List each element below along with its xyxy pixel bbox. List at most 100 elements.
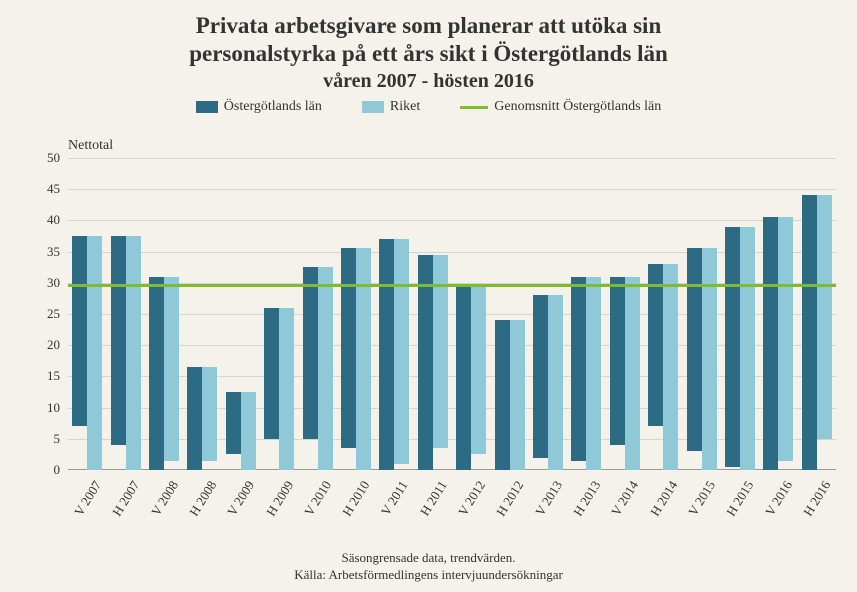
x-tick-label: H 2007 <box>109 478 143 519</box>
x-tick-label: V 2012 <box>455 478 489 519</box>
bar-series2 <box>471 286 486 454</box>
footer-line1: Säsongrensade data, trendvärden. <box>0 550 857 567</box>
y-tick-label: 35 <box>47 244 68 260</box>
legend-series1: Östergötlands län <box>196 99 322 115</box>
bar-group <box>529 295 567 470</box>
bar-group <box>222 392 260 470</box>
legend: Östergötlands län Riket Genomsnitt Öster… <box>18 99 839 115</box>
bar-series1 <box>149 277 164 470</box>
bar-series1 <box>571 277 586 461</box>
x-axis-labels: V 2007H 2007V 2008H 2008V 2009H 2009V 20… <box>68 474 836 544</box>
legend-line-avg <box>460 106 488 109</box>
bar-series2 <box>126 236 141 470</box>
chart-footer: Säsongrensade data, trendvärden. Källa: … <box>0 550 857 584</box>
bar-series1 <box>725 227 740 467</box>
bar-series1 <box>72 236 87 426</box>
y-tick-label: 50 <box>47 150 68 166</box>
y-tick-label: 40 <box>47 212 68 228</box>
bar-group <box>260 308 298 470</box>
y-tick-label: 25 <box>47 306 68 322</box>
bar-group <box>682 248 720 470</box>
bar-group <box>606 277 644 470</box>
bar-group <box>490 320 528 470</box>
bar-series1 <box>610 277 625 445</box>
bar-series2 <box>318 267 333 470</box>
bar-series2 <box>510 320 525 470</box>
avg-line <box>68 284 836 287</box>
plot-area: 05101520253035404550 <box>68 158 836 470</box>
bar-series1 <box>533 295 548 457</box>
bar-series1 <box>648 264 663 426</box>
bar-series2 <box>87 236 102 470</box>
bar-series2 <box>663 264 678 470</box>
y-tick-label: 0 <box>54 462 69 478</box>
x-tick-label: V 2007 <box>71 478 105 519</box>
footer-line2: Källa: Arbetsförmedlingens intervjuunder… <box>0 567 857 584</box>
bar-series2 <box>548 295 563 470</box>
x-tick-label: H 2008 <box>186 478 220 519</box>
bar-series2 <box>778 217 793 460</box>
bar-group <box>567 277 605 470</box>
legend-label-series1: Östergötlands län <box>224 99 322 115</box>
x-tick-label: V 2014 <box>608 478 642 519</box>
bar-series2 <box>702 248 717 470</box>
chart-title: Privata arbetsgivare som planerar att ut… <box>18 12 839 93</box>
legend-swatch-series2 <box>362 101 384 113</box>
bar-series2 <box>740 227 755 470</box>
x-tick-label: V 2013 <box>532 478 566 519</box>
x-tick-label: H 2012 <box>493 478 527 519</box>
bar-group <box>452 286 490 470</box>
legend-label-series3: Genomsnitt Östergötlands län <box>494 99 661 115</box>
x-tick-label: H 2010 <box>340 478 374 519</box>
x-tick-label: H 2014 <box>647 478 681 519</box>
bar-group <box>375 239 413 470</box>
title-line3: våren 2007 - hösten 2016 <box>18 69 839 93</box>
x-tick-label: V 2010 <box>301 478 335 519</box>
bar-series2 <box>164 277 179 461</box>
title-line1: Privata arbetsgivare som planerar att ut… <box>18 12 839 40</box>
y-tick-label: 10 <box>47 400 68 416</box>
x-tick-label: H 2016 <box>800 478 834 519</box>
bar-series1 <box>763 217 778 470</box>
bar-series1 <box>687 248 702 451</box>
bar-group <box>68 236 106 470</box>
bar-series2 <box>241 392 256 470</box>
x-tick-label: H 2013 <box>570 478 604 519</box>
bar-series2 <box>202 367 217 461</box>
y-tick-label: 15 <box>47 368 68 384</box>
bar-series1 <box>264 308 279 439</box>
y-tick-label: 30 <box>47 275 68 291</box>
bar-series1 <box>226 392 241 454</box>
bar-group <box>798 195 836 470</box>
bar-group <box>298 267 336 470</box>
x-tick-label: V 2016 <box>762 478 796 519</box>
bar-group <box>145 277 183 470</box>
bar-series1 <box>111 236 126 445</box>
x-tick-label: V 2015 <box>685 478 719 519</box>
bar-group <box>337 248 375 470</box>
legend-label-series2: Riket <box>390 99 420 115</box>
bar-series2 <box>394 239 409 464</box>
bar-group <box>106 236 144 470</box>
bar-group <box>183 367 221 470</box>
bar-series1 <box>802 195 817 470</box>
bars-layer <box>68 158 836 470</box>
legend-series3: Genomsnitt Östergötlands län <box>460 99 661 115</box>
bar-series1 <box>303 267 318 439</box>
chart-container: Privata arbetsgivare som planerar att ut… <box>0 0 857 592</box>
legend-swatch-series1 <box>196 101 218 113</box>
bar-series2 <box>586 277 601 470</box>
legend-series2: Riket <box>362 99 420 115</box>
bar-group <box>644 264 682 470</box>
bar-series1 <box>495 320 510 470</box>
y-axis-title: Nettotal <box>68 138 113 154</box>
x-tick-label: H 2011 <box>417 478 451 519</box>
x-tick-label: H 2015 <box>724 478 758 519</box>
bar-group <box>721 227 759 470</box>
x-tick-label: V 2008 <box>148 478 182 519</box>
title-line2: personalstyrka på ett års sikt i Östergö… <box>18 40 839 68</box>
bar-series2 <box>625 277 640 470</box>
bar-series1 <box>456 286 471 470</box>
y-tick-label: 20 <box>47 337 68 353</box>
bar-series2 <box>279 308 294 470</box>
